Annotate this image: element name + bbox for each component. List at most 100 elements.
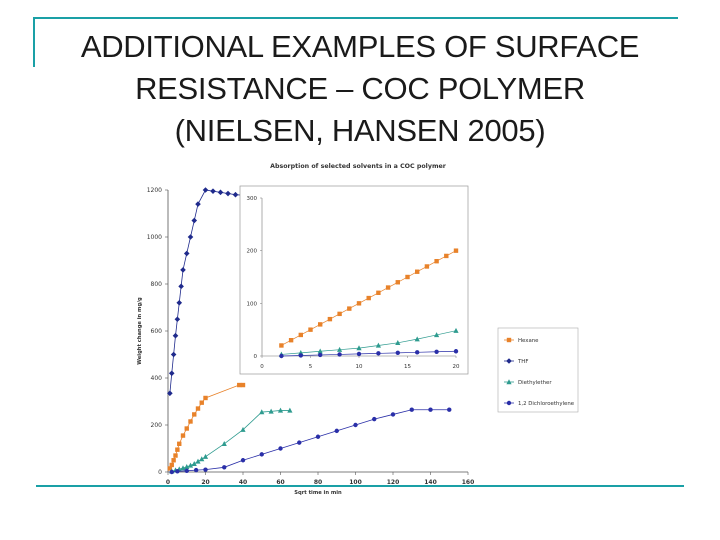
data-point — [221, 441, 227, 446]
inset-chart: 0 100 200 300 0 5 10 15 20 — [239, 185, 469, 375]
inset-data-point — [317, 348, 323, 354]
data-point — [188, 419, 193, 424]
data-point — [203, 467, 208, 472]
data-point — [353, 422, 358, 428]
inset-data-point — [414, 336, 420, 342]
legend-marker — [506, 379, 512, 385]
data-point — [259, 452, 264, 457]
data-point — [178, 283, 184, 290]
data-point — [169, 462, 174, 468]
data-point — [187, 234, 194, 240]
data-point — [240, 382, 246, 388]
data-point — [334, 428, 339, 434]
inset-y-tick-label: 300 — [247, 196, 258, 202]
inset-data-point — [415, 350, 420, 355]
data-point — [192, 412, 197, 417]
data-point — [172, 332, 179, 339]
data-point — [195, 458, 201, 464]
inset-data-point — [366, 295, 371, 301]
y-tick-label: 200 — [151, 422, 163, 429]
inset-data-point — [337, 311, 342, 317]
legend-box — [497, 327, 579, 413]
legend-label: 1,2 Dichloroethylene — [518, 401, 575, 407]
inset-x-tick-label: 20 — [453, 364, 460, 370]
inset-data-point — [279, 353, 284, 359]
inset-data-point — [356, 351, 362, 357]
inset-data-point — [356, 301, 362, 306]
data-point — [210, 188, 216, 194]
slide-title-line-2: RESISTANCE – COC POLYMER — [135, 71, 585, 106]
inset-data-point — [444, 253, 449, 259]
inset-data-point — [376, 351, 381, 356]
title-accent-top-line — [33, 17, 678, 19]
legend-label: Diethylether — [518, 380, 552, 386]
chart-legend: Hexane THF Diethylether 1,2 Dichloroethylen… — [497, 327, 579, 413]
legend-marker — [506, 358, 512, 364]
x-axis-label: Sqrt time in min — [294, 490, 342, 496]
inset-series-line — [281, 350, 457, 357]
slide-title-line-3: (NIELSEN, HANSEN 2005) — [174, 113, 546, 148]
data-point — [183, 250, 190, 257]
inset-data-point — [395, 340, 401, 346]
data-point — [268, 408, 274, 414]
data-point — [222, 465, 227, 470]
y-tick-label: 600 — [151, 328, 163, 335]
inset-x-tick-label: 5 — [309, 364, 313, 370]
series-1-2-dichloroethylene — [169, 407, 452, 475]
inset-frame — [239, 185, 469, 375]
y-axis-label: Weight change in mg/g — [137, 297, 143, 365]
inset-data-point — [434, 332, 440, 338]
data-point — [232, 191, 239, 198]
inset-data-point — [337, 346, 343, 352]
inset-data-point — [288, 338, 294, 343]
x-tick-label: 40 — [239, 479, 247, 486]
x-tick-label: 0 — [166, 479, 170, 486]
slide-title-line-1: ADDITIONAL EXAMPLES OF SURFACE — [80, 29, 640, 64]
series-hexane — [167, 382, 246, 471]
legend-label: THF — [517, 359, 528, 365]
inset-data-point — [318, 322, 323, 327]
x-tick-label: 60 — [276, 479, 284, 486]
inset-data-point — [453, 248, 459, 253]
legend-marker — [506, 337, 512, 343]
inset-data-point — [298, 353, 303, 358]
x-tick-label: 140 — [424, 479, 437, 486]
data-point — [175, 447, 180, 452]
data-point — [409, 407, 414, 412]
inset-x-tick-label: 0 — [260, 364, 264, 370]
data-point — [372, 416, 377, 422]
legend-label: Hexane — [518, 338, 539, 344]
data-point — [168, 370, 175, 377]
data-point — [193, 467, 199, 473]
data-point — [390, 412, 396, 417]
chart-title: Absorption of selected solvents in a COC… — [270, 163, 447, 170]
data-point — [171, 458, 176, 463]
legend-item-1-2-dichloroethylene: 1,2 Dichloroethylene — [504, 400, 575, 407]
inset-data-point — [375, 342, 381, 348]
inset-y-tick-label: 200 — [247, 249, 258, 255]
data-point — [180, 267, 186, 273]
legend-marker — [506, 400, 512, 406]
data-point — [184, 468, 189, 474]
data-point — [184, 426, 189, 431]
data-point — [447, 407, 452, 412]
x-tick-label: 80 — [314, 479, 322, 486]
data-point — [277, 407, 284, 413]
inset-series-line — [281, 330, 457, 355]
y-tick-label: 1200 — [147, 187, 162, 194]
x-tick-label: 120 — [387, 479, 400, 486]
data-point — [315, 434, 321, 439]
inset-data-point — [318, 352, 323, 358]
inset-data-point — [308, 327, 313, 332]
data-point — [191, 460, 197, 466]
inset-data-point — [347, 306, 352, 311]
inset-data-point — [327, 316, 333, 322]
data-point — [240, 426, 246, 432]
data-point — [174, 316, 181, 323]
data-point — [199, 400, 204, 405]
data-point — [177, 441, 182, 446]
x-tick-label: 20 — [201, 479, 209, 486]
data-point — [202, 187, 209, 193]
inset-data-point — [395, 280, 400, 285]
data-point — [278, 446, 283, 451]
